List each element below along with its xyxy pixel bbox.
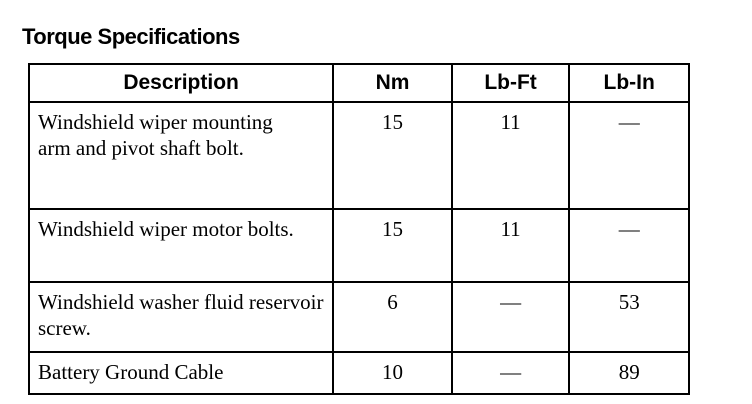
cell-lbft: — [450,351,571,395]
cell-lbft: 11 [450,101,571,210]
cell-nm: 15 [332,208,453,283]
cell-lbin: 53 [568,281,690,353]
cell-description: Battery Ground Cable [27,351,335,395]
torque-table: Description Nm Lb-Ft Lb-In Windshield wi… [27,63,690,395]
cell-nm: 15 [332,101,453,210]
cell-lbft: — [450,281,571,353]
cell-lbft: 11 [450,208,571,283]
table-row: Windshield washer fluid reservoir screw.… [27,281,690,353]
header-row: Description Nm Lb-Ft Lb-In [27,63,690,103]
header-lbin: Lb-In [568,63,690,103]
cell-lbin: — [568,101,690,210]
table-row: Windshield wiper motor bolts. 15 11 — [27,208,690,283]
cell-description: Windshield wiper mounting arm and pivot … [27,101,335,210]
table-row: Battery Ground Cable 10 — 89 [27,351,690,395]
header-lbft: Lb-Ft [450,63,571,103]
table-row: Windshield wiper mounting arm and pivot … [27,101,690,210]
header-nm: Nm [332,63,453,103]
cell-lbin: — [568,208,690,283]
cell-description: Windshield wiper motor bolts. [27,208,335,283]
cell-nm: 10 [332,351,453,395]
cell-nm: 6 [332,281,453,353]
page-title: Torque Specifications [22,24,240,49]
cell-description: Windshield washer fluid reservoir screw. [27,281,335,353]
cell-lbin: 89 [568,351,690,395]
header-description: Description [27,63,335,103]
